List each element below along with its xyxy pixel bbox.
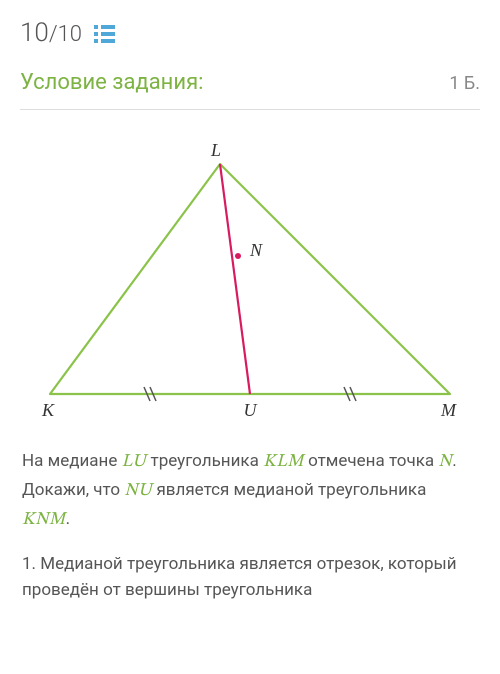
svg-text:U: U xyxy=(244,400,258,420)
counter-total: 10 xyxy=(58,22,82,47)
math-nu: NU xyxy=(124,482,152,500)
svg-text:L: L xyxy=(210,144,221,160)
title-row: Условие задания: 1 Б. xyxy=(20,70,480,95)
task-condition-label: Условие задания: xyxy=(20,70,203,95)
counter-sep: / xyxy=(49,22,58,47)
task-points: 1 Б. xyxy=(449,73,480,94)
svg-text:K: K xyxy=(41,400,55,420)
svg-text:N: N xyxy=(249,240,263,260)
math-n: N xyxy=(438,453,452,471)
page-container: 10/10 Условие задания: 1 Б. KLMUN На мед… xyxy=(0,0,500,603)
triangle-figure: K L M U N xyxy=(30,144,470,424)
triangle-klm xyxy=(50,164,450,394)
svg-text:M: M xyxy=(440,400,457,420)
math-knm: KNM xyxy=(22,511,66,529)
header-row: 10/10 xyxy=(20,18,480,48)
median-lu xyxy=(220,164,250,394)
paragraph-1: На медиане LU треугольника KLM отмечена … xyxy=(22,448,478,535)
math-klm: KLM xyxy=(263,453,304,471)
figure-wrap: K L M U N xyxy=(20,110,480,448)
question-counter: 10/10 xyxy=(20,18,82,48)
list-icon[interactable] xyxy=(94,23,115,43)
paragraph-2: 1. Медианой треугольника является отрезо… xyxy=(22,551,478,604)
point-n xyxy=(235,253,241,259)
math-lu: LU xyxy=(122,453,147,471)
counter-current: 10 xyxy=(20,18,49,48)
task-body: На медиане LU треугольника KLM отмечена … xyxy=(20,448,480,603)
